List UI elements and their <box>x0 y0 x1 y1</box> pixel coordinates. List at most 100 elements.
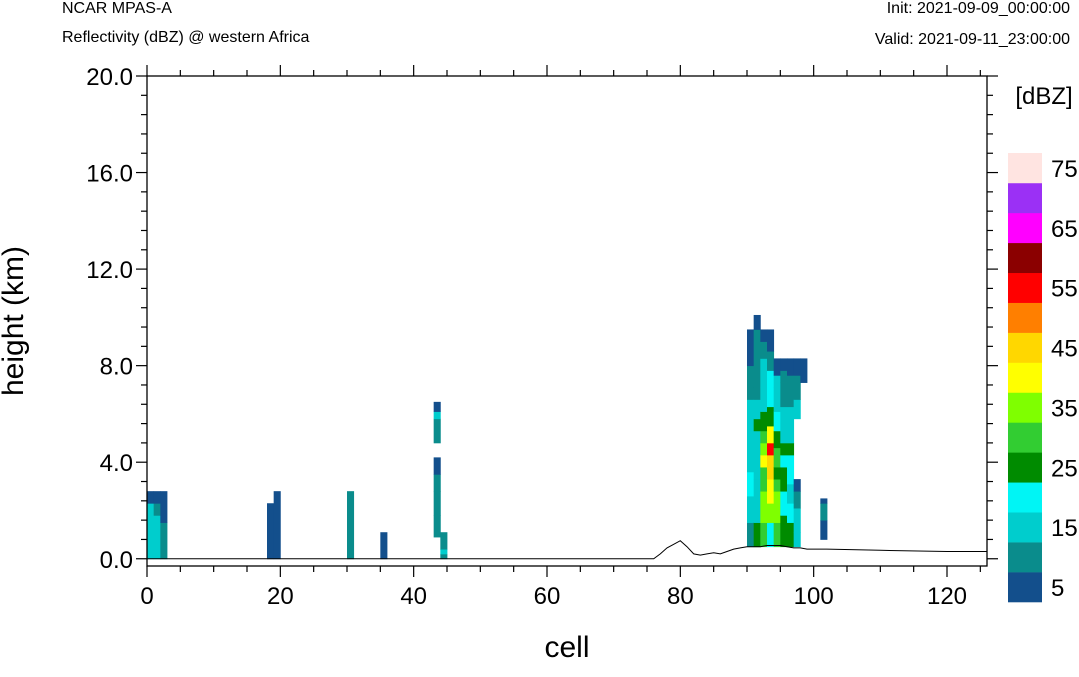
echo-cell <box>760 358 768 388</box>
colorbar-swatch <box>1008 362 1042 393</box>
echo-cell <box>787 522 795 548</box>
field-subtitle: Reflectivity (dBZ) @ western Africa <box>62 29 310 46</box>
x-tick-label: 20 <box>267 583 294 610</box>
echo-cells <box>147 314 828 560</box>
echo-cell <box>793 491 801 509</box>
echo-cell <box>793 532 801 548</box>
echo-cell <box>747 389 755 400</box>
plot-frame <box>146 75 988 567</box>
y-tick-labels: 0.0 4.0 8.0 12.0 16.0 20.0 <box>86 64 133 574</box>
echo-cell <box>800 358 808 383</box>
echo-cell <box>760 454 768 468</box>
echo-cell <box>433 515 441 538</box>
echo-cell <box>767 370 775 408</box>
echo-cell <box>780 467 788 492</box>
echo-cell <box>820 498 828 504</box>
colorbar-label: 45 <box>1051 336 1078 363</box>
y-tick-label: 0.0 <box>100 547 133 574</box>
echo-cell <box>773 430 781 449</box>
echo-cell <box>347 491 355 560</box>
echo-cell <box>787 454 795 485</box>
echo-cell <box>820 520 828 540</box>
colorbar-swatch <box>1008 392 1042 423</box>
colorbar-swatch <box>1008 302 1042 333</box>
echo-cell <box>160 522 168 560</box>
colorbar-label: 75 <box>1051 156 1078 183</box>
echo-cell <box>433 401 441 412</box>
colorbar-swatch <box>1008 572 1042 603</box>
colorbar-title: [dBZ] <box>1015 83 1072 110</box>
echo-cell <box>753 479 761 504</box>
echo-cell <box>760 430 768 444</box>
echo-cell <box>773 491 781 523</box>
echo-cell <box>433 491 441 516</box>
colorbar-swatch <box>1008 242 1042 274</box>
echo-cell <box>753 399 761 420</box>
echo-cell <box>773 522 781 548</box>
echo-cell <box>760 467 768 492</box>
echo-cell <box>780 454 788 468</box>
colorbar-label: 55 <box>1051 276 1078 303</box>
echo-cell <box>793 399 801 420</box>
echo-cell <box>760 522 768 548</box>
x-tick-label: 100 <box>794 583 834 610</box>
echo-cell <box>773 411 781 432</box>
echo-cell <box>773 358 781 376</box>
echo-cell <box>780 515 788 548</box>
axis-ticks <box>136 65 998 577</box>
echo-cell <box>773 375 781 388</box>
echo-cell <box>753 503 761 523</box>
x-tick-label: 0 <box>140 583 153 610</box>
echo-cell <box>780 491 788 516</box>
echo-cell <box>793 479 801 492</box>
echo-cell <box>793 375 801 400</box>
echo-cell <box>793 358 801 376</box>
colorbar-label: 25 <box>1051 455 1078 482</box>
echo-cell <box>787 442 795 456</box>
echo-cell <box>767 329 775 352</box>
echo-cell <box>160 491 168 523</box>
y-tick-label: 12.0 <box>86 257 133 284</box>
echo-cell <box>767 406 775 427</box>
terrain-line <box>147 540 987 560</box>
echo-cell <box>787 375 795 408</box>
echo-cell <box>747 365 755 391</box>
echo-cell <box>773 479 781 492</box>
colorbar-swatch <box>1008 542 1042 573</box>
echo-cell <box>153 491 161 504</box>
terrain-profile <box>147 540 987 560</box>
echo-cell <box>753 430 761 480</box>
x-tick-labels: 0 20 40 60 80 100 120 <box>140 583 967 610</box>
echo-cell <box>760 491 768 523</box>
colorbar-swatch <box>1008 153 1042 184</box>
echo-cell <box>780 370 788 383</box>
echo-cell <box>147 503 155 560</box>
colorbar-swatch <box>1008 212 1042 244</box>
echo-cell <box>773 467 781 480</box>
init-time: Init: 2021-09-09_00:00:00 <box>886 0 1070 17</box>
echo-cell <box>760 341 768 359</box>
echo-cell <box>767 522 775 548</box>
echo-cell <box>747 399 755 449</box>
y-tick-label: 20.0 <box>86 64 133 91</box>
echo-cell <box>780 442 788 456</box>
echo-cell <box>793 508 801 533</box>
echo-cell <box>767 351 775 371</box>
colorbar <box>1008 153 1042 603</box>
echo-cell <box>753 418 761 432</box>
echo-cell <box>747 522 755 548</box>
echo-cell <box>767 479 775 504</box>
echo-cell <box>787 358 795 376</box>
echo-cell <box>760 442 768 456</box>
colorbar-swatch <box>1008 182 1042 214</box>
echo-cell <box>787 503 795 523</box>
valid-time: Valid: 2021-09-11_23:00:00 <box>874 31 1070 48</box>
x-tick-label: 120 <box>927 583 967 610</box>
echo-cell <box>780 358 788 371</box>
y-tick-label: 16.0 <box>86 161 133 188</box>
echo-cell <box>747 329 755 367</box>
echo-cell <box>820 503 828 521</box>
x-tick-label: 40 <box>400 583 427 610</box>
colorbar-label: 35 <box>1051 395 1078 422</box>
echo-cell <box>780 382 788 408</box>
